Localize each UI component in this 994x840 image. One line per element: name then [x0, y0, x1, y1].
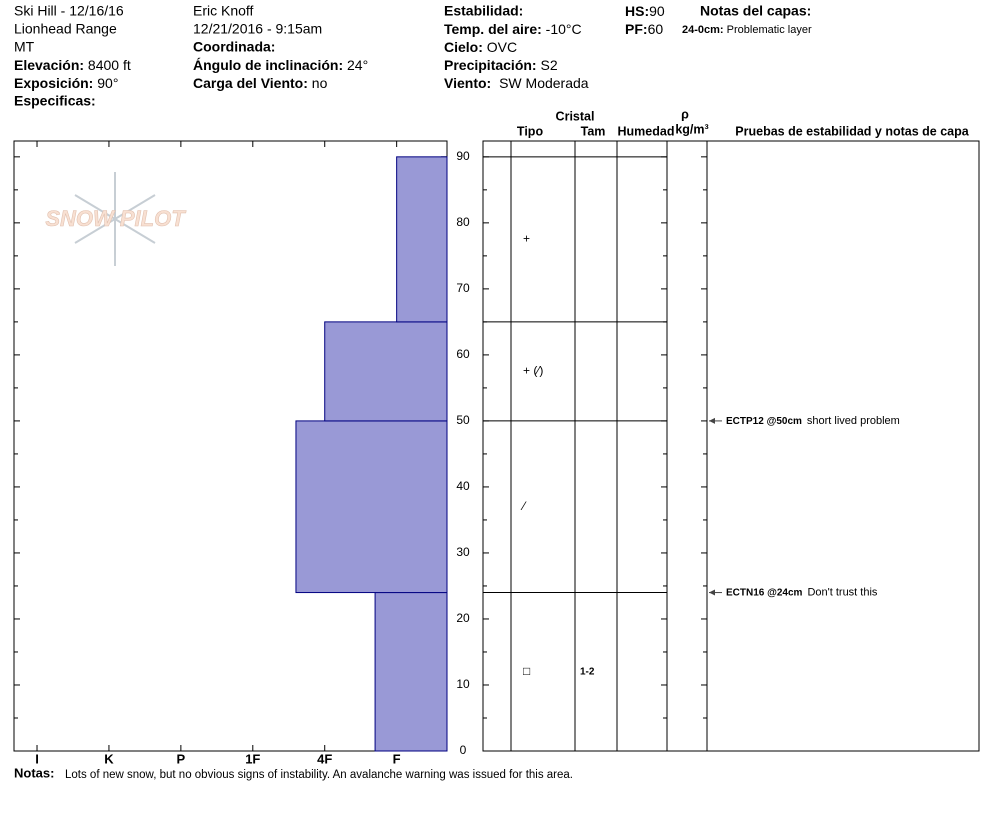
test-arrowhead	[709, 417, 715, 424]
precip: Precipitación: S2	[444, 57, 558, 73]
rho-header: ρ	[681, 107, 689, 121]
y-tick-label: 50	[456, 413, 470, 427]
hardness-bar	[396, 156, 448, 323]
type-header: Tipo	[517, 124, 544, 138]
moisture-header: Humedad	[618, 124, 675, 138]
specifics: Especificas:	[14, 93, 96, 109]
stability: Estabilidad:	[444, 3, 523, 19]
y-tick-label: 40	[456, 479, 470, 493]
density-unit: kg/m³	[675, 122, 708, 136]
hardness-bar	[295, 420, 448, 594]
layer-notes-title: Notas del capas:	[700, 3, 811, 19]
x-tick-label: 1F	[245, 751, 260, 766]
wind: Viento: SW Moderada	[444, 75, 589, 91]
datetime: 12/21/2016 - 9:15am	[193, 21, 322, 37]
hardness-bar	[324, 321, 448, 422]
y-tick-label: 60	[456, 347, 470, 361]
grain-type: +	[523, 232, 530, 246]
hardness-bar	[374, 592, 448, 752]
y-tick-label: 20	[456, 611, 470, 625]
coordinates: Coordinada:	[193, 39, 275, 55]
logo: SNOW PILOT	[45, 172, 187, 266]
table-headers: Cristal Tipo Tam Humedad ρ kg/m³ Pruebas…	[517, 107, 970, 138]
location: Ski Hill - 12/16/16	[14, 3, 124, 19]
test-result: ECTP12 @50cm short lived problem	[726, 415, 900, 427]
notes-text: Lots of new snow, but no obvious signs o…	[65, 769, 573, 781]
x-tick-label: P	[177, 751, 186, 766]
y-tick-label: 80	[456, 215, 470, 229]
wind-loading: Carga del Viento: no	[193, 75, 328, 91]
tests-header: Pruebas de estabilidad y notas de capa	[735, 124, 969, 138]
y-tick-label: 70	[456, 281, 470, 295]
x-tick-label: K	[104, 751, 114, 766]
state: MT	[14, 39, 35, 55]
pf: PF:60	[625, 21, 663, 37]
x-tick-label: I	[35, 751, 39, 766]
y-tick-label: 90	[456, 149, 470, 163]
y-tick-label: 0	[460, 743, 467, 757]
size-header: Tam	[581, 124, 606, 138]
grain-size: 1-2	[580, 666, 595, 677]
layer-note: 24-0cm: Problematic layer	[682, 24, 812, 36]
notes-label: Notas:	[14, 765, 54, 780]
elevation: Elevación: 8400 ft	[14, 57, 131, 73]
test-label: ECTN16 @24cm	[726, 587, 803, 598]
x-tick-label: 4F	[317, 751, 332, 766]
test-note: Don't trust this	[807, 586, 877, 598]
range: Lionhead Range	[14, 21, 117, 37]
test-note: short lived problem	[807, 415, 900, 427]
test-result: ECTN16 @24cm Don't trust this	[726, 586, 878, 598]
logo-text: SNOW PILOT	[45, 206, 186, 231]
snowflake	[74, 172, 156, 266]
test-arrowhead	[709, 589, 715, 596]
y-tick-label: 30	[456, 545, 470, 559]
grain-type: □	[523, 664, 530, 678]
hs: HS:90	[625, 3, 665, 19]
test-label: ECTP12 @50cm	[726, 416, 802, 427]
aspect: Exposición: 90°	[14, 75, 118, 91]
header: Ski Hill - 12/16/16 Lionhead Range MT El…	[14, 3, 812, 109]
x-tick-label: F	[393, 751, 401, 766]
frames	[13, 140, 980, 752]
air-temp: Temp. del aire: -10°C	[444, 21, 582, 37]
grain-type: ⁄	[520, 499, 527, 513]
y-tick-label: 10	[456, 677, 470, 691]
crystal-header: Cristal	[556, 109, 595, 123]
slope: Ángulo de inclinación: 24°	[193, 57, 368, 73]
sky: Cielo: OVC	[444, 39, 517, 55]
grain-type: + (⁄)	[523, 364, 543, 378]
observer: Eric Knoff	[193, 3, 254, 19]
